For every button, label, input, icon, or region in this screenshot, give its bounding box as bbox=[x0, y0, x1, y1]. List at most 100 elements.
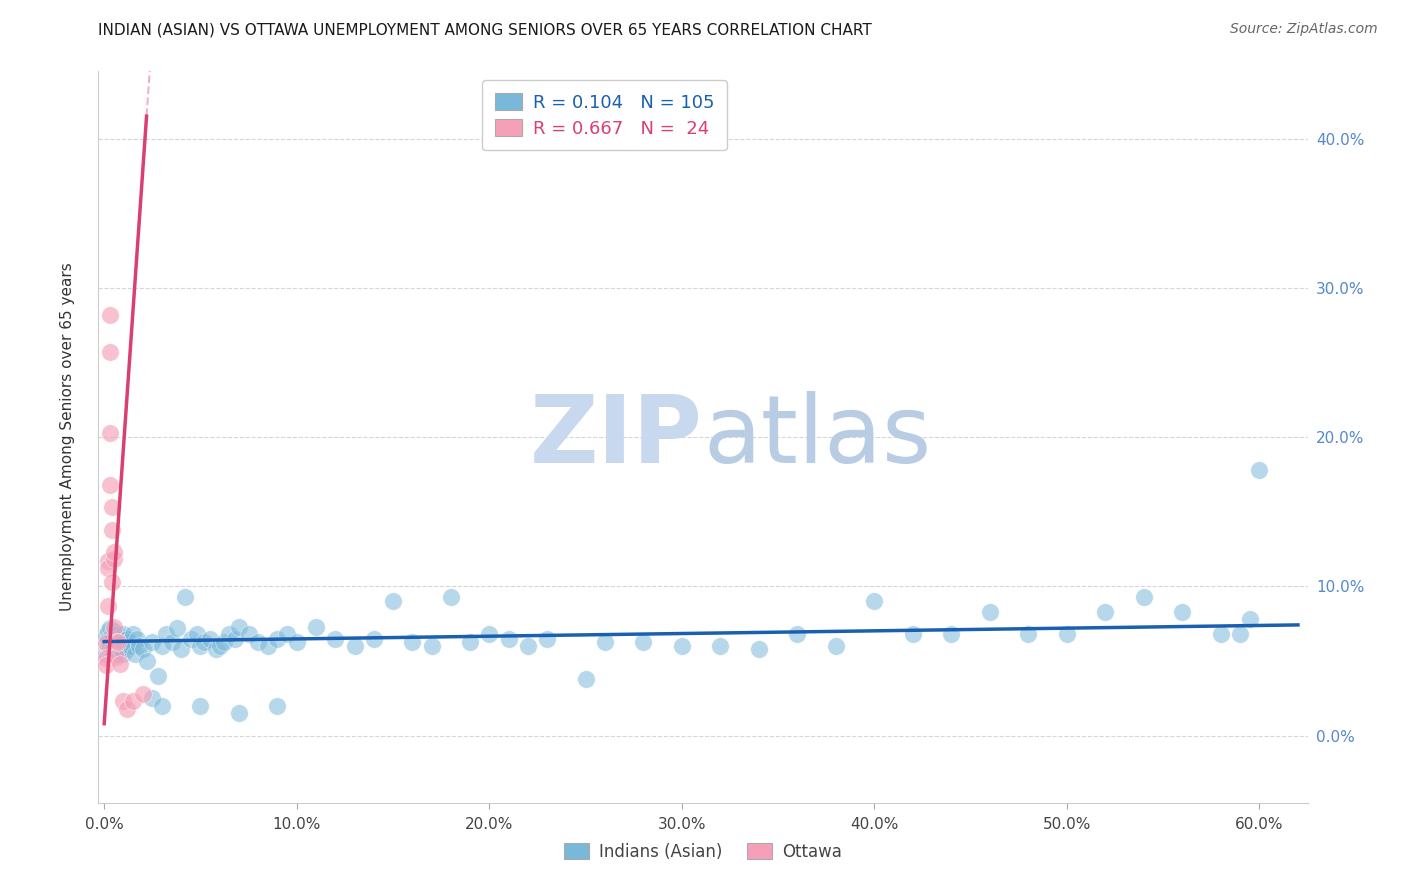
Point bbox=[97, 639, 120, 653]
Point bbox=[180, 632, 202, 646]
Point bbox=[141, 634, 163, 648]
Point bbox=[98, 642, 121, 657]
Text: Source: ZipAtlas.com: Source: ZipAtlas.com bbox=[1230, 22, 1378, 37]
Point bbox=[98, 634, 121, 648]
Point bbox=[323, 632, 346, 646]
Point bbox=[103, 620, 125, 634]
Point bbox=[208, 639, 231, 653]
Point bbox=[247, 634, 270, 648]
Point bbox=[257, 639, 280, 653]
Point bbox=[1171, 605, 1194, 619]
Point bbox=[98, 478, 121, 492]
Point bbox=[98, 345, 121, 359]
Point bbox=[97, 632, 120, 646]
Point bbox=[103, 545, 125, 559]
Point bbox=[98, 425, 121, 440]
Point bbox=[104, 649, 127, 664]
Point bbox=[536, 632, 558, 646]
Point bbox=[131, 642, 153, 657]
Point bbox=[979, 605, 1001, 619]
Point bbox=[101, 632, 124, 646]
Point bbox=[401, 634, 423, 648]
Point bbox=[98, 639, 121, 653]
Point bbox=[170, 642, 193, 657]
Point bbox=[305, 620, 328, 634]
Point bbox=[112, 627, 135, 641]
Point bbox=[120, 639, 142, 653]
Point bbox=[94, 651, 117, 665]
Point bbox=[458, 634, 481, 648]
Point bbox=[786, 627, 808, 641]
Point bbox=[478, 627, 501, 641]
Point bbox=[98, 621, 121, 635]
Point bbox=[440, 590, 463, 604]
Point bbox=[97, 561, 120, 575]
Point bbox=[146, 669, 169, 683]
Point bbox=[420, 639, 443, 653]
Point bbox=[343, 639, 366, 653]
Point bbox=[101, 500, 124, 515]
Point bbox=[824, 639, 846, 653]
Point bbox=[228, 706, 250, 721]
Point bbox=[101, 642, 124, 657]
Point bbox=[166, 621, 188, 635]
Point bbox=[150, 639, 173, 653]
Point bbox=[363, 632, 385, 646]
Point bbox=[224, 632, 246, 646]
Text: ZIP: ZIP bbox=[530, 391, 703, 483]
Point bbox=[190, 698, 212, 713]
Point bbox=[107, 639, 129, 653]
Point bbox=[190, 639, 212, 653]
Point bbox=[901, 627, 924, 641]
Point bbox=[108, 634, 131, 648]
Point bbox=[593, 634, 616, 648]
Point bbox=[285, 634, 308, 648]
Point bbox=[205, 642, 228, 657]
Point bbox=[128, 639, 150, 653]
Point bbox=[108, 639, 131, 653]
Point bbox=[238, 627, 260, 641]
Point bbox=[112, 636, 135, 650]
Point bbox=[135, 654, 157, 668]
Point bbox=[107, 627, 129, 641]
Point bbox=[101, 574, 124, 589]
Text: atlas: atlas bbox=[703, 391, 931, 483]
Point bbox=[94, 658, 117, 673]
Point bbox=[107, 634, 129, 648]
Point bbox=[98, 308, 121, 322]
Legend: Indians (Asian), Ottawa: Indians (Asian), Ottawa bbox=[557, 837, 849, 868]
Point bbox=[276, 627, 298, 641]
Text: INDIAN (ASIAN) VS OTTAWA UNEMPLOYMENT AMONG SENIORS OVER 65 YEARS CORRELATION CH: INDIAN (ASIAN) VS OTTAWA UNEMPLOYMENT AM… bbox=[98, 22, 872, 37]
Point bbox=[97, 624, 120, 639]
Point bbox=[186, 627, 208, 641]
Point bbox=[1249, 463, 1271, 477]
Point bbox=[97, 599, 120, 613]
Point bbox=[108, 657, 131, 671]
Point bbox=[1094, 605, 1116, 619]
Point bbox=[266, 632, 288, 646]
Point bbox=[112, 694, 135, 708]
Point bbox=[110, 642, 132, 657]
Point bbox=[124, 647, 146, 661]
Point bbox=[266, 698, 288, 713]
Point bbox=[118, 634, 141, 648]
Y-axis label: Unemployment Among Seniors over 65 years: Unemployment Among Seniors over 65 years bbox=[60, 263, 75, 611]
Point bbox=[110, 632, 132, 646]
Point bbox=[863, 594, 886, 608]
Point bbox=[104, 642, 127, 657]
Point bbox=[141, 691, 163, 706]
Point bbox=[498, 632, 520, 646]
Point bbox=[117, 642, 139, 657]
Point bbox=[193, 634, 215, 648]
Point bbox=[125, 632, 148, 646]
Point bbox=[198, 632, 221, 646]
Point bbox=[212, 634, 235, 648]
Point bbox=[104, 632, 127, 646]
Point bbox=[117, 702, 139, 716]
Point bbox=[103, 647, 125, 661]
Point bbox=[107, 647, 129, 661]
Point bbox=[1209, 627, 1232, 641]
Point bbox=[574, 672, 596, 686]
Point bbox=[671, 639, 693, 653]
Point bbox=[94, 647, 117, 661]
